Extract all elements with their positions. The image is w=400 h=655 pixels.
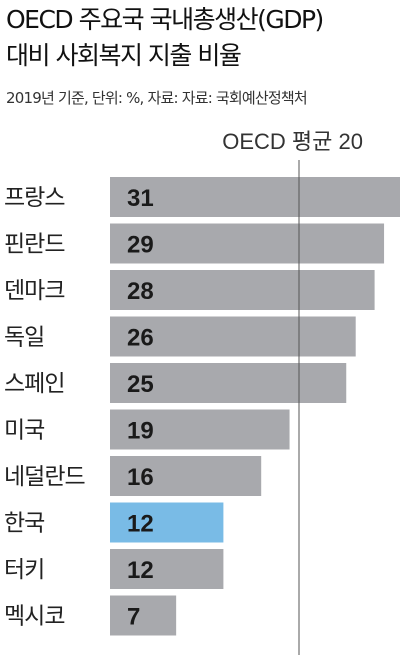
category-label-9: 멕시코 <box>4 604 64 630</box>
category-label-4: 스페인 <box>4 371 64 397</box>
value-label-1: 29 <box>127 232 154 259</box>
value-label-6: 16 <box>127 464 154 491</box>
bar-9 <box>110 595 177 636</box>
bar-1 <box>110 223 385 264</box>
value-label-3: 26 <box>127 325 154 352</box>
category-label-5: 미국 <box>4 418 44 444</box>
chart-note: 2019년 기준, 단위: %, 자료: 자료: 국회예산정책처 <box>6 89 308 107</box>
category-label-3: 독일 <box>4 325 44 351</box>
value-label-8: 12 <box>127 557 154 584</box>
value-label-4: 25 <box>127 371 154 398</box>
value-label-7: 12 <box>127 511 154 538</box>
bar-0 <box>110 177 400 217</box>
bar-5 <box>110 409 290 450</box>
category-label-2: 덴마크 <box>4 278 64 304</box>
chart-title: OECD 주요국 국내총생산(GDP) 대비 사회복지 지출 비율 <box>6 2 398 74</box>
bar-7 <box>110 502 224 543</box>
category-label-8: 터키 <box>4 557 44 583</box>
value-label-2: 28 <box>127 278 154 305</box>
value-label-9: 7 <box>127 604 140 631</box>
category-label-0: 프랑스 <box>4 185 64 211</box>
bar-3 <box>110 316 356 357</box>
value-label-0: 31 <box>127 185 154 212</box>
oecd-average-label: OECD 평균 20 <box>222 129 363 154</box>
category-label-6: 네덜란드 <box>4 464 85 490</box>
bar-4 <box>110 363 347 403</box>
value-label-5: 19 <box>127 418 154 445</box>
bar-6 <box>110 456 262 496</box>
category-label-1: 핀란드 <box>4 232 64 258</box>
bar-2 <box>110 270 375 310</box>
title-line-1: OECD 주요국 국내총생산(GDP) <box>6 5 324 34</box>
title-line-2: 대비 사회복지 지출 비율 <box>6 41 242 70</box>
category-label-7: 한국 <box>4 511 44 537</box>
bar-8 <box>110 549 224 589</box>
